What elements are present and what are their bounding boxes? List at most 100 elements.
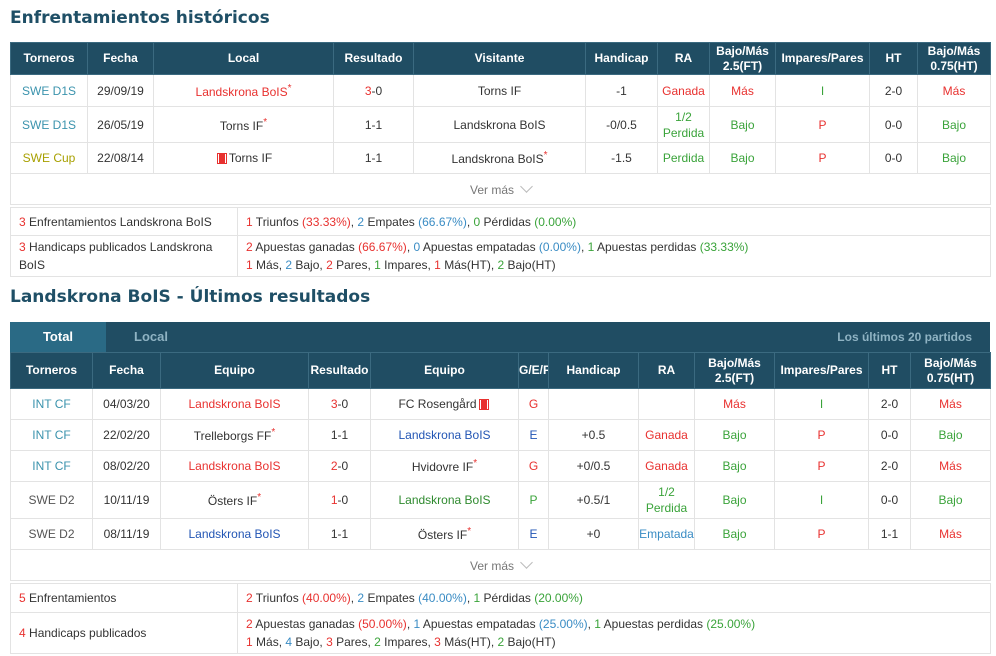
- ou-ht-cell: Más: [910, 388, 991, 420]
- tab-total[interactable]: Total: [10, 322, 106, 352]
- away-team[interactable]: FC Rosengård: [370, 388, 519, 420]
- col-header[interactable]: RA: [638, 352, 695, 389]
- star-marker: *: [271, 427, 276, 438]
- away-team[interactable]: Landskrona BoIS: [370, 419, 519, 451]
- score-cell[interactable]: 1-0: [308, 481, 371, 519]
- score-cell[interactable]: 1-1: [308, 419, 371, 451]
- team-name[interactable]: Landskrona BoIS: [188, 397, 281, 411]
- score-cell[interactable]: 3-0: [333, 74, 414, 107]
- score-home: 1: [330, 428, 338, 442]
- team-name[interactable]: FC Rosengård: [398, 397, 477, 411]
- home-team[interactable]: Landskrona BoIS: [160, 388, 309, 420]
- score-cell[interactable]: 1-1: [308, 518, 371, 550]
- col-header[interactable]: Torneros: [10, 42, 88, 75]
- home-team[interactable]: Landskrona BoIS*: [153, 74, 334, 107]
- team-name[interactable]: Landskrona BoIS: [195, 84, 288, 99]
- league-cell[interactable]: INT CF: [10, 419, 93, 451]
- away-team[interactable]: Östers IF*: [370, 518, 519, 550]
- col-header[interactable]: Bajo/Más 0.75(HT): [910, 352, 991, 389]
- ver-mas-label[interactable]: Ver más: [469, 558, 514, 573]
- team-name[interactable]: Landskrona BoIS: [188, 459, 281, 473]
- chevron-down-icon[interactable]: [520, 555, 533, 569]
- home-team[interactable]: Landskrona BoIS: [160, 518, 309, 550]
- chevron-down-icon[interactable]: [520, 179, 533, 193]
- home-team[interactable]: Trelleborgs FF*: [160, 419, 309, 451]
- away-team[interactable]: Landskrona BoIS: [370, 481, 519, 519]
- col-header[interactable]: Resultado: [308, 352, 371, 389]
- lbl: Más(HT),: [440, 635, 498, 649]
- col-header[interactable]: Fecha: [92, 352, 161, 389]
- ver-mas-button[interactable]: Ver más: [10, 173, 991, 205]
- league-cell[interactable]: INT CF: [10, 450, 93, 482]
- col-header[interactable]: Handicap: [548, 352, 639, 389]
- league-cell[interactable]: SWE Cup: [10, 142, 88, 174]
- col-header[interactable]: HT: [869, 42, 918, 75]
- n: 1: [374, 258, 381, 272]
- lbl: Pares,: [332, 258, 375, 272]
- ou-cell: Bajo: [694, 518, 775, 550]
- away-team[interactable]: Landskrona BoIS*: [413, 142, 586, 174]
- league-cell[interactable]: SWE D2: [10, 481, 93, 519]
- col-header[interactable]: HT: [868, 352, 911, 389]
- score-cell[interactable]: 2-0: [308, 450, 371, 482]
- away-team[interactable]: Torns IF: [413, 74, 586, 107]
- col-header[interactable]: Equipo: [370, 352, 519, 389]
- team-name[interactable]: Hvidovre IF: [411, 460, 474, 474]
- league-cell[interactable]: SWE D2: [10, 518, 93, 550]
- col-header[interactable]: Bajo/Más 0.75(HT): [917, 42, 991, 75]
- league-cell[interactable]: SWE D1S: [10, 106, 88, 143]
- team-name[interactable]: Torns IF: [477, 83, 522, 98]
- team-name[interactable]: Landskrona BoIS: [188, 527, 281, 541]
- team-name[interactable]: Östers IF: [417, 528, 468, 542]
- col-header[interactable]: Equipo: [160, 352, 309, 389]
- team-name[interactable]: Landskrona BoIS: [398, 428, 491, 442]
- recent-summary: 5 Enfrentamientos 2 Triunfos (40.00%), 2…: [10, 583, 991, 654]
- league-cell[interactable]: SWE D1S: [10, 74, 88, 107]
- star-marker: *: [473, 458, 478, 469]
- col-header[interactable]: Bajo/Más 2.5(FT): [694, 352, 775, 389]
- team-name[interactable]: Trelleborgs FF: [193, 429, 272, 443]
- gep-cell: G: [518, 388, 549, 420]
- table-row: SWE D1S 29/09/19 Landskrona BoIS* 3-0 To…: [10, 74, 991, 107]
- col-header[interactable]: G/E/P: [518, 352, 549, 389]
- col-header[interactable]: Impares/Pares: [774, 352, 869, 389]
- table-row: INT CF 04/03/20 Landskrona BoIS 3-0 FC R…: [10, 388, 991, 420]
- tab-local[interactable]: Local: [134, 329, 168, 344]
- team-name[interactable]: Torns IF: [219, 118, 264, 133]
- col-header[interactable]: Visitante: [413, 42, 586, 75]
- score-away: -1: [337, 527, 349, 541]
- away-team[interactable]: Landskrona BoIS: [413, 106, 586, 143]
- ra-cell: 1/2 Perdida: [638, 481, 695, 519]
- score-away: -0: [337, 493, 349, 507]
- score-cell[interactable]: 3-0: [308, 388, 371, 420]
- col-header[interactable]: Bajo/Más 2.5(FT): [709, 42, 776, 75]
- col-header[interactable]: Torneros: [10, 352, 93, 389]
- pct: (25.00%): [706, 617, 756, 631]
- summary-values: 2 Apuestas ganadas (66.67%), 0 Apuestas …: [237, 235, 991, 277]
- team-name[interactable]: Östers IF: [207, 494, 258, 508]
- score-cell[interactable]: 1-1: [333, 142, 414, 174]
- col-header[interactable]: RA: [657, 42, 710, 75]
- col-header[interactable]: Handicap: [585, 42, 658, 75]
- n: 3: [434, 635, 441, 649]
- team-name[interactable]: Torns IF: [228, 151, 273, 165]
- col-header[interactable]: Local: [153, 42, 334, 75]
- col-header[interactable]: Resultado: [333, 42, 414, 75]
- league-cell[interactable]: INT CF: [10, 388, 93, 420]
- last-20-selector[interactable]: Los últimos 20 partidos: [837, 330, 972, 344]
- team-name[interactable]: Landskrona BoIS: [453, 117, 546, 132]
- col-header[interactable]: Impares/Pares: [775, 42, 870, 75]
- lbl: Impares,: [380, 258, 435, 272]
- col-header[interactable]: Fecha: [87, 42, 154, 75]
- ver-mas-label[interactable]: Ver más: [469, 182, 514, 197]
- ou-ht-cell: Bajo: [910, 481, 991, 519]
- score-cell[interactable]: 1-1: [333, 106, 414, 143]
- ver-mas-button[interactable]: Ver más: [10, 549, 991, 581]
- home-team[interactable]: Landskrona BoIS: [160, 450, 309, 482]
- home-team[interactable]: Torns IF: [153, 142, 334, 174]
- team-name[interactable]: Landskrona BoIS: [398, 493, 491, 507]
- home-team[interactable]: Torns IF*: [153, 106, 334, 143]
- away-team[interactable]: Hvidovre IF*: [370, 450, 519, 482]
- team-name[interactable]: Landskrona BoIS: [451, 152, 544, 166]
- home-team[interactable]: Östers IF*: [160, 481, 309, 519]
